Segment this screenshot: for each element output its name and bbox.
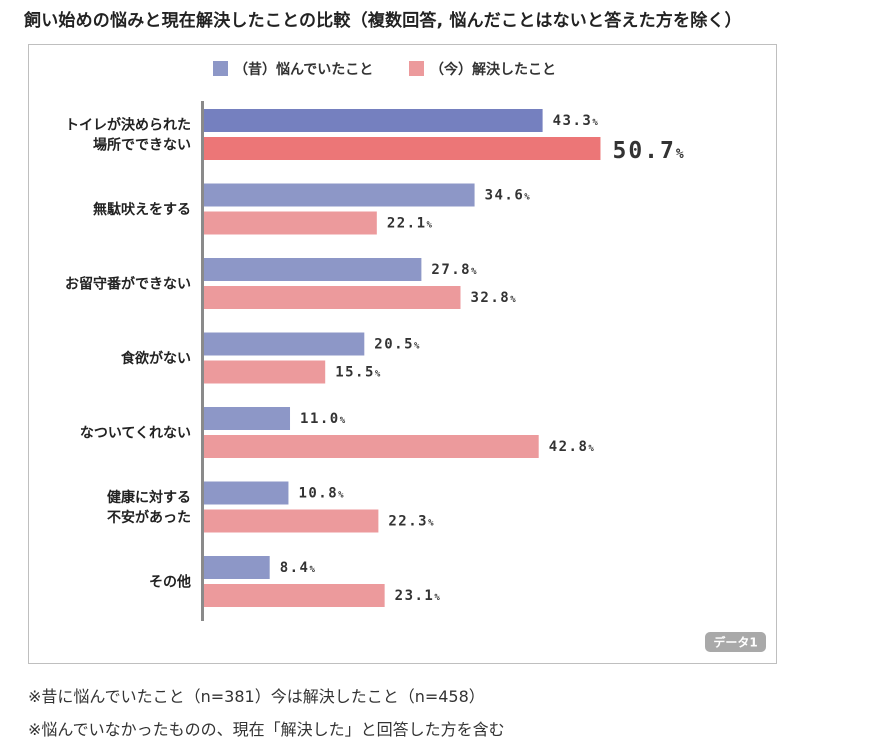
bar-0-4: [204, 407, 291, 430]
data-label-0-2: 27.8%: [431, 262, 477, 278]
bar-1-1: [204, 211, 377, 235]
bar-0-5: [204, 481, 289, 505]
data-label-1-4: 42.8%: [549, 439, 595, 455]
data-badge: [705, 632, 766, 652]
data-badge-label: データ1: [713, 635, 757, 650]
data-label-1-3: 15.5%: [335, 365, 381, 381]
data-label-0-6: 8.4%: [280, 560, 316, 576]
y-axis-line: [201, 101, 204, 621]
data-label-0-1: 34.6%: [485, 188, 531, 204]
category-label-4-0: なついてくれない: [80, 426, 191, 442]
bar-0-6: [204, 556, 270, 579]
category-label-6-0: その他: [149, 574, 191, 591]
data-label-0-5: 10.8%: [298, 486, 344, 502]
bar-0-2: [204, 258, 422, 281]
bar-1-6: [204, 584, 385, 607]
category-label-2-0: お留守番ができない: [65, 276, 191, 293]
bar-1-0: [204, 137, 601, 160]
data-label-0-0: 43.3%: [553, 113, 599, 129]
legend-swatch-0: [213, 61, 228, 76]
bar-1-3: [204, 360, 326, 384]
data-label-1-6: 23.1%: [395, 588, 441, 604]
bar-1-2: [204, 286, 461, 309]
page-title: 飼い始めの悩みと現在解決したことの比較（複数回答, 悩んだことはないと答えた方を…: [24, 11, 742, 31]
legend-label-1: （今）解決したこと: [430, 61, 556, 78]
data-label-1-5: 22.3%: [388, 514, 434, 530]
data-label-0-3: 20.5%: [374, 337, 420, 353]
sample-size-note: ※昔に悩んでいたこと（n=381）今は解決したこと（n=458）: [28, 687, 485, 706]
data-label-1-1: 22.1%: [387, 216, 433, 232]
inclusion-note: ※悩んでいなかったものの、現在「解決した」と回答した方を含む: [28, 720, 505, 739]
legend-label-0: （昔）悩んでいたこと: [234, 61, 373, 78]
category-label-5-0: 健康に対する: [107, 489, 191, 506]
legend-swatch-1: [409, 61, 424, 76]
bar-0-3: [204, 332, 365, 356]
data-label-0-4: 11.0%: [300, 411, 346, 427]
bar-1-5: [204, 509, 379, 533]
category-label-0-0: トイレが決められた: [65, 117, 191, 134]
category-label-0-1: 場所でできない: [93, 137, 191, 154]
category-label-1-0: 無駄吠えをする: [93, 201, 191, 218]
data-label-1-2: 32.8%: [470, 290, 516, 306]
bar-0-1: [204, 183, 475, 207]
category-label-3-0: 食欲がない: [121, 350, 191, 367]
bar-0-0: [204, 109, 543, 132]
category-label-5-1: 不安があった: [107, 509, 191, 526]
bar-1-4: [204, 435, 539, 458]
chart-frame: （昔）悩んでいたこと （今）解決したことトイレが決められた場所でできない 43.3%…: [28, 44, 777, 664]
data-label-1-0: 50.7%: [612, 138, 683, 164]
